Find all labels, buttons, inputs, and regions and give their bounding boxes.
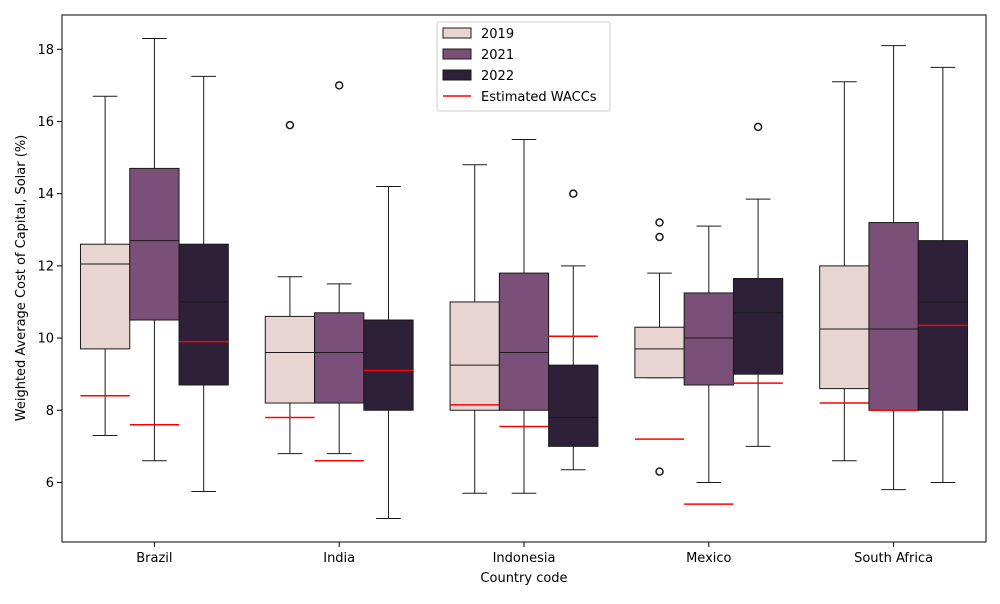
legend-swatch-2019 — [442, 27, 472, 39]
box-iqr — [868, 222, 919, 411]
box-2022-south-africa — [917, 66, 969, 483]
plot-marks — [79, 37, 969, 520]
x-tick-label: South Africa — [854, 551, 933, 566]
y-tick-label: 10 — [37, 332, 54, 347]
y-axis: 6 8 10 12 14 16 18 — [37, 43, 62, 491]
box-2019-mexico — [634, 218, 685, 476]
box-2021-india — [314, 81, 365, 462]
legend-label-2022: 2022 — [481, 69, 514, 84]
y-axis-label: Weighted Average Cost of Capital, Solar … — [14, 135, 29, 422]
x-tick-label: Mexico — [686, 551, 731, 566]
legend-label-2019: 2019 — [481, 27, 514, 42]
outlier-point — [655, 218, 664, 227]
box-2019-brazil — [79, 95, 131, 437]
outlier-point — [334, 81, 344, 90]
box-iqr — [79, 243, 131, 350]
legend-label-estimated-waccs: Estimated WACCs — [481, 90, 597, 105]
legend: 2019 2021 2022 Estimated WACCs — [436, 21, 611, 112]
legend-label-2021: 2021 — [481, 48, 514, 63]
box-iqr — [498, 272, 550, 411]
x-tick-label: India — [323, 551, 355, 566]
box-2021-south-africa — [868, 45, 919, 491]
x-axis-label: Country code — [480, 571, 567, 586]
legend-swatch-2022 — [442, 69, 472, 81]
box-2022-brazil — [178, 75, 229, 492]
box-iqr — [363, 319, 414, 411]
y-tick-label: 14 — [37, 187, 54, 202]
legend-frame — [436, 21, 611, 112]
box-iqr — [548, 364, 599, 447]
box-2019-india — [264, 120, 316, 455]
y-tick-label: 6 — [46, 476, 54, 491]
box-2019-south-africa — [819, 81, 870, 462]
x-tick-label: Brazil — [136, 551, 172, 566]
box-2021-indonesia — [498, 139, 550, 494]
box-iqr — [264, 315, 316, 404]
y-tick-label: 12 — [37, 259, 54, 274]
outlier-point — [655, 467, 664, 476]
box-2021-brazil — [129, 37, 180, 462]
y-tick-label: 18 — [37, 43, 54, 58]
box-2022-mexico — [732, 122, 784, 447]
box-iqr — [634, 326, 685, 379]
box-iqr — [819, 265, 870, 390]
legend-swatch-2021 — [442, 48, 472, 60]
box-2022-india — [363, 185, 414, 520]
x-tick-label: Indonesia — [493, 551, 556, 566]
y-tick-label: 16 — [37, 115, 54, 130]
y-tick-label: 8 — [46, 404, 54, 419]
box-iqr — [129, 167, 180, 321]
box-iqr — [178, 243, 229, 386]
box-2019-indonesia — [449, 164, 500, 494]
outlier-point — [285, 120, 295, 130]
outlier-point — [569, 189, 578, 198]
x-axis: Brazil India Indonesia Mexico South Africa — [136, 542, 933, 566]
box-iqr — [314, 312, 365, 404]
box-iqr — [683, 292, 734, 386]
box-iqr — [449, 301, 500, 411]
box-iqr — [732, 278, 784, 375]
box-2022-indonesia — [548, 189, 599, 471]
outlier-point — [655, 232, 664, 242]
box-2021-mexico — [683, 225, 734, 505]
outlier-point — [753, 122, 763, 132]
